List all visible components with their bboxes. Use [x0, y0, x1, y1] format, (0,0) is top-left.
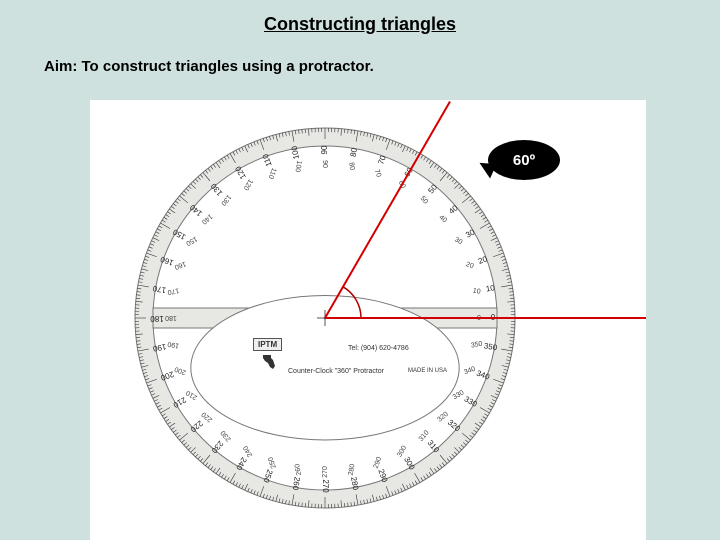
- protractor: 0102030405060708090100110120130140150160…: [90, 100, 646, 540]
- brand-box: IPTM: [253, 338, 282, 351]
- brand-text: IPTM: [258, 340, 277, 349]
- made-label: MADE IN USA: [408, 368, 447, 374]
- slide: Constructing triangles Aim: To construct…: [0, 0, 720, 540]
- diagram-area: 0102030405060708090100110120130140150160…: [90, 100, 646, 540]
- desc-label: Counter-Clock "360" Protractor: [288, 368, 384, 375]
- svg-text:270: 270: [321, 479, 330, 493]
- slide-aim: Aim: To construct triangles using a prot…: [44, 58, 374, 75]
- svg-text:80: 80: [347, 162, 355, 171]
- svg-text:90: 90: [321, 160, 328, 168]
- svg-text:180: 180: [165, 314, 177, 321]
- phone-label: Tel: (904) 620-4786: [348, 345, 409, 352]
- slide-title: Constructing triangles: [0, 14, 720, 35]
- svg-text:270: 270: [322, 466, 329, 478]
- svg-text:90: 90: [320, 145, 329, 154]
- svg-text:10: 10: [472, 287, 481, 295]
- svg-text:180: 180: [150, 314, 164, 323]
- angle-callout-text: 60º: [513, 152, 535, 169]
- angle-callout: 60º: [488, 140, 560, 180]
- florida-icon: [262, 354, 276, 370]
